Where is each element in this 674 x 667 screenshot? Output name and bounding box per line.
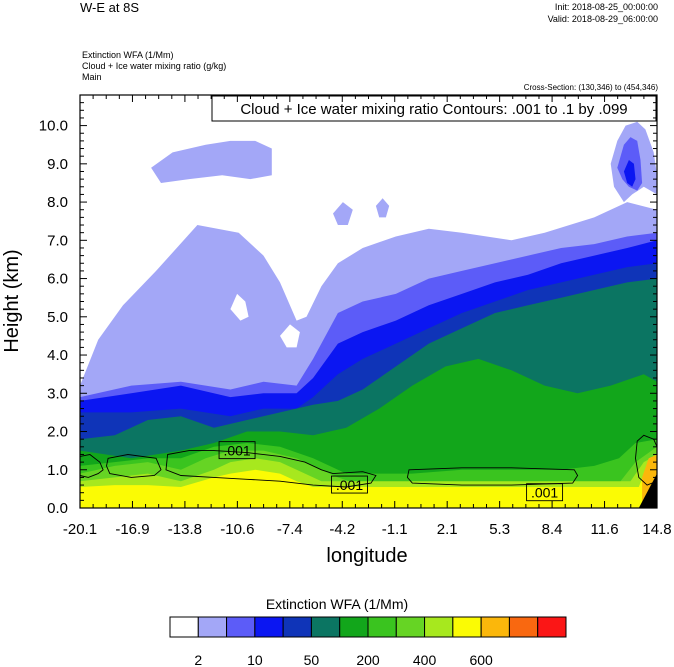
colorbar-label: 200	[356, 652, 380, 667]
y-axis-label: Height (km)	[1, 249, 23, 352]
colorbar-box	[226, 616, 256, 638]
x-tick-label: -1.1	[382, 521, 408, 538]
contour-line-0	[80, 454, 104, 478]
extinction-patch-7	[280, 324, 300, 348]
variable-label-main: Main	[82, 72, 102, 82]
variable-label-mixing-ratio: Cloud + Ice water mixing ratio (g/kg)	[82, 61, 227, 71]
extinction-patch-0	[151, 140, 272, 183]
y-tick-label: 4.0	[47, 347, 68, 364]
colorbar-box	[282, 616, 312, 638]
colorbar-label: 2	[194, 652, 202, 667]
y-tick-label: 6.0	[47, 271, 68, 288]
colorbar-box	[197, 616, 228, 638]
plot-title: W-E at 8S	[80, 0, 140, 15]
y-tick-label: 7.0	[47, 232, 68, 249]
init-time: Init: 2018-08-25_00:00:00	[554, 2, 658, 12]
x-tick-label: 5.3	[489, 521, 510, 538]
extinction-patch-8	[89, 186, 97, 203]
cross-section-label: Cross-Section: (130,346) to (454,346)	[523, 83, 658, 92]
colorbar-box	[480, 616, 510, 638]
extinction-patch-6	[230, 293, 249, 321]
extinction-patch-5	[375, 198, 390, 218]
extinction-patch-4	[333, 202, 353, 225]
variable-label-extinction: Extinction WFA (1/Mm)	[82, 50, 174, 60]
y-tick-label: 2.0	[47, 424, 68, 441]
contour-line-4	[635, 434, 657, 486]
extinction-field	[80, 95, 657, 508]
contour-line-1	[106, 454, 162, 478]
colorbar-box	[367, 616, 397, 638]
colorbar-box	[508, 616, 539, 638]
colorbar-box	[339, 616, 369, 638]
x-tick-label: 2.1	[437, 521, 458, 538]
valid-time: Valid: 2018-08-29_06:00:00	[547, 14, 658, 24]
colorbar-label: 10	[247, 652, 263, 667]
terrain	[638, 473, 657, 508]
x-tick-label: -20.1	[63, 521, 97, 538]
contour-line-3	[406, 467, 579, 486]
contour-line-2	[165, 450, 377, 488]
colorbar-label: 50	[304, 652, 320, 667]
colorbar-label: 400	[413, 652, 437, 667]
x-tick-label: -7.4	[277, 521, 303, 538]
mixing-ratio-contours: .001 .001 .001	[80, 434, 657, 502]
x-tick-label: -13.8	[168, 521, 202, 538]
extinction-layer-10	[80, 458, 657, 508]
colorbar-label: 600	[469, 652, 493, 667]
x-axis-label: longitude	[326, 545, 407, 567]
y-tick-label: 3.0	[47, 385, 68, 402]
contour-info-text: Cloud + Ice water mixing ratio Contours:…	[240, 101, 627, 118]
contour-label-box-0	[218, 441, 256, 460]
x-tick-label: 8.4	[542, 521, 563, 538]
contour-info-box: Cloud + Ice water mixing ratio Contours:…	[211, 95, 657, 122]
x-tick-label: 11.6	[590, 521, 618, 538]
axes: -20.1 -16.9 -13.8 -10.6 -7.4 -4.2 -1.1 2.1 5.3 8.…	[39, 94, 672, 538]
contour-label-0: .001	[223, 443, 250, 459]
colorbar-title: Extinction WFA (1/Mm)	[265, 596, 409, 612]
y-tick-label: 5.0	[47, 309, 68, 326]
x-tick-label: -4.2	[329, 521, 355, 538]
y-tick-label: 0.0	[47, 500, 68, 517]
contour-label-2: .001	[531, 485, 558, 501]
extinction-patch-3	[623, 160, 636, 187]
contour-label-box-1	[331, 475, 368, 494]
colorbar-box	[395, 616, 426, 638]
y-tick-label: 10.0	[39, 118, 68, 135]
colorbar-box	[424, 616, 454, 638]
y-tick-label: 9.0	[47, 156, 68, 173]
contour-label-1: .001	[336, 477, 363, 493]
x-tick-label: 14.8	[642, 521, 671, 538]
colorbar-box	[537, 616, 567, 638]
colorbar-box	[310, 616, 341, 638]
contour-label-box-2	[526, 483, 564, 502]
colorbar: 2 10 50 200 400 600	[169, 616, 567, 667]
colorbar-box	[169, 616, 199, 638]
x-tick-label: -16.9	[115, 521, 149, 538]
x-tick-label: -10.6	[220, 521, 254, 538]
colorbar-box	[452, 616, 482, 638]
y-tick-label: 1.0	[47, 462, 68, 479]
y-tick-label: 8.0	[47, 194, 68, 211]
colorbar-box	[254, 616, 284, 638]
